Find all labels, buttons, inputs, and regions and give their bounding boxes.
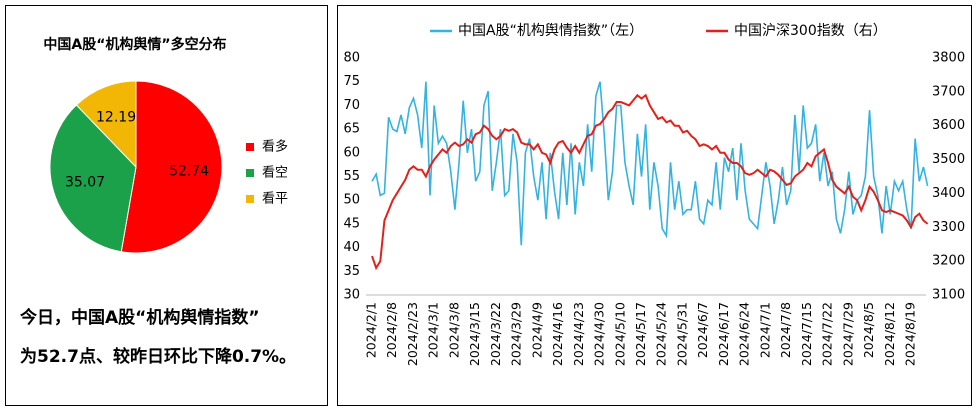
- pie-panel: [5, 5, 328, 406]
- legend-label: 看多: [262, 139, 288, 155]
- pie-slice: [49, 104, 137, 253]
- y-tick-label: 60: [343, 145, 360, 160]
- y-tick-label: 30: [343, 288, 360, 303]
- y-tick-label: 80: [343, 51, 360, 66]
- x-tick-label: 2024/3/29: [509, 302, 524, 366]
- x-tick-label: 2024/3/1: [426, 302, 441, 358]
- x-tick-label: 2024/6/24: [737, 302, 752, 366]
- y2-tick-label: 3400: [932, 186, 965, 201]
- x-tick-label: 2024/4/30: [592, 302, 607, 366]
- x-tick-label: 2024/5/24: [654, 302, 669, 366]
- y2-tick-label: 3600: [932, 118, 965, 133]
- y2-tick-label: 3300: [932, 220, 965, 235]
- x-tick-label: 2024/8/5: [861, 302, 876, 358]
- y2-tick-label: 3800: [932, 51, 965, 66]
- data-label: 35.07: [65, 175, 105, 191]
- x-tick-label: 2024/5/31: [674, 302, 689, 366]
- series-line: [371, 93, 929, 271]
- x-tick-label: 2024/6/17: [716, 302, 731, 366]
- y2-tick-label: 3200: [932, 254, 965, 269]
- x-tick-label: 2024/8/12: [882, 302, 897, 366]
- y2-tick-label: 3500: [932, 152, 965, 167]
- line-panel: [337, 5, 972, 406]
- y-tick-label: 65: [343, 122, 360, 137]
- y-tick-label: 50: [343, 193, 360, 208]
- pie-title: 中国A股“机构舆情”多空分布: [43, 36, 226, 53]
- x-tick-label: 2024/8/19: [903, 302, 918, 366]
- legend-swatch: [246, 169, 254, 177]
- x-tick-label: 2024/4/16: [550, 302, 565, 366]
- summary-line: 今日，中国A股“机构舆情指数”: [20, 307, 260, 328]
- y2-tick-label: 3100: [932, 288, 965, 303]
- pie-slice: [75, 80, 137, 169]
- legend-swatch: [246, 195, 254, 203]
- x-tick-label: 2024/5/17: [633, 302, 648, 366]
- y-tick-label: 75: [343, 74, 360, 89]
- y-tick-label: 55: [343, 169, 360, 184]
- x-tick-label: 2024/3/15: [467, 302, 482, 366]
- x-tick-label: 2024/7/15: [799, 302, 814, 366]
- series-line: [371, 81, 929, 246]
- x-tick-label: 2024/4/23: [571, 302, 586, 366]
- x-tick-label: 2024/2/1: [364, 302, 379, 358]
- x-tick-label: 2024/7/29: [840, 302, 855, 366]
- x-tick-label: 2024/2/8: [384, 302, 399, 358]
- legend-swatch: [246, 143, 254, 151]
- y-tick-label: 70: [343, 98, 360, 113]
- legend-label: 中国沪深300指数（右）: [734, 23, 887, 39]
- x-tick-label: 2024/4/9: [529, 302, 544, 358]
- y-tick-label: 35: [343, 264, 360, 279]
- y-tick-label: 45: [343, 216, 360, 231]
- x-tick-label: 2024/3/22: [488, 302, 503, 366]
- legend-label: 中国A股“机构舆情指数”（左）: [458, 23, 643, 39]
- y-tick-label: 40: [343, 240, 360, 255]
- pie-slice: [120, 80, 223, 254]
- data-label: 52.74: [169, 164, 209, 180]
- summary-line: 为52.7点、较昨日环比下降0.7%。: [20, 346, 296, 367]
- x-tick-label: 2024/7/22: [820, 302, 835, 366]
- x-tick-label: 2024/5/10: [612, 302, 627, 366]
- data-label: 12.19: [96, 110, 136, 126]
- x-tick-label: 2024/6/7: [695, 302, 710, 358]
- legend-label: 看平: [262, 191, 288, 207]
- x-tick-label: 2024/7/8: [778, 302, 793, 358]
- x-tick-label: 2024/3/8: [446, 302, 461, 358]
- x-tick-label: 2024/7/1: [757, 302, 772, 358]
- y2-tick-label: 3700: [932, 84, 965, 99]
- x-tick-label: 2024/2/23: [405, 302, 420, 366]
- legend-label: 看空: [262, 165, 288, 181]
